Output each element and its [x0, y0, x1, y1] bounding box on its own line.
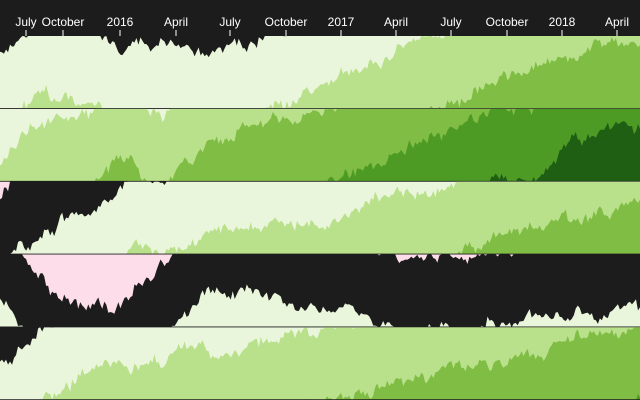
x-tick-label: 2016: [107, 15, 134, 29]
horizon-series-band: [0, 181, 640, 255]
x-tick-label: 2017: [328, 15, 355, 29]
positive-layer-3: [0, 327, 640, 400]
x-tick-label: April: [605, 15, 629, 29]
horizon-bands: [0, 36, 640, 400]
x-tick-label: July: [15, 15, 36, 29]
horizon-series-band: [0, 327, 640, 400]
x-tick-label: April: [384, 15, 408, 29]
positive-layer-1: [0, 284, 640, 328]
x-tick-label: July: [440, 15, 461, 29]
positive-layer-4: [0, 108, 640, 182]
negative-layer-1: [0, 254, 640, 314]
positive-layer-3: [0, 197, 640, 255]
x-tick-label: April: [164, 15, 188, 29]
x-tick-label: 2018: [549, 15, 576, 29]
positive-layer-5: [0, 121, 640, 182]
horizon-series-band: [0, 254, 640, 328]
x-tick-label: July: [219, 15, 240, 29]
horizon-series-band: [0, 36, 640, 109]
x-axis: July October 2016 April July October 2017 April…: [15, 15, 629, 36]
x-tick-label: October: [42, 15, 85, 29]
positive-layer-3: [0, 37, 640, 109]
positive-layer-2: [0, 181, 640, 255]
x-tick-label: October: [265, 15, 308, 29]
x-tick-label: October: [486, 15, 529, 29]
horizon-series-band: [0, 108, 640, 182]
